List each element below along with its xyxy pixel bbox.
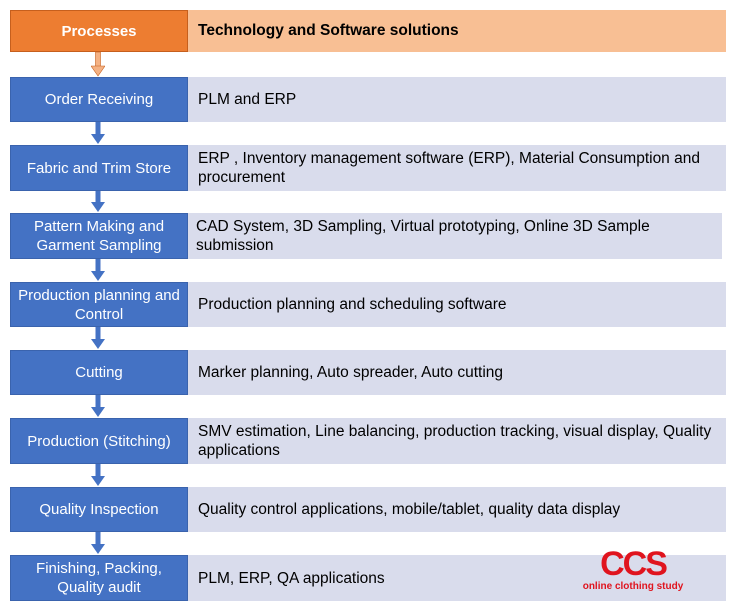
process-fabric-trim-store: Fabric and Trim Store: [10, 145, 188, 191]
flow-arrow-icon: [91, 395, 105, 417]
logo-letters: CCS: [600, 545, 667, 583]
solution-finishing-packing: PLM, ERP, QA applications: [188, 555, 726, 601]
solution-label: SMV estimation, Line balancing, producti…: [198, 423, 712, 459]
process-label: Production (Stitching): [27, 432, 171, 450]
solution-label: PLM, ERP, QA applications: [198, 569, 385, 587]
process-label: Fabric and Trim Store: [26, 159, 172, 177]
solution-production-stitching: SMV estimation, Line balancing, producti…: [188, 418, 726, 464]
process-pattern-making: Pattern Making and Garment Sampling: [10, 213, 188, 259]
process-label: Cutting: [75, 364, 123, 381]
ccs-logo: CCS online clothing study: [583, 545, 684, 592]
flow-arrow-icon: [91, 464, 105, 486]
process-label: Pattern Making and Garment Sampling: [33, 218, 165, 254]
solution-label: Marker planning, Auto spreader, Auto cut…: [198, 364, 504, 381]
process-quality-inspection: Quality Inspection: [10, 487, 188, 532]
flow-arrow-icon: [91, 122, 105, 144]
solution-fabric-trim-store: ERP , Inventory management software (ERP…: [188, 145, 726, 191]
solution-order-receiving: PLM and ERP: [188, 77, 726, 122]
process-order-receiving: Order Receiving: [10, 77, 188, 122]
flow-arrow-icon: [91, 52, 105, 77]
solution-cutting: Marker planning, Auto spreader, Auto cut…: [188, 350, 726, 395]
header-solutions: Technology and Software solutions: [188, 10, 726, 52]
process-cutting: Cutting: [10, 350, 188, 395]
solution-label: ERP , Inventory management software (ERP…: [198, 150, 700, 186]
logo-caption: online clothing study: [583, 581, 684, 592]
solution-quality-inspection: Quality control applications, mobile/tab…: [188, 487, 726, 532]
solution-label: Quality control applications, mobile/tab…: [198, 501, 621, 518]
header-solutions-label: Technology and Software solutions: [198, 22, 459, 39]
flow-arrow-icon: [91, 532, 105, 554]
header-processes: Processes: [10, 10, 188, 52]
flow-arrow-icon: [91, 191, 105, 212]
solution-pattern-making: CAD System, 3D Sampling, Virtual prototy…: [188, 213, 722, 259]
process-production-planning: Production planning and Control: [10, 282, 188, 327]
solution-label: CAD System, 3D Sampling, Virtual prototy…: [196, 218, 650, 254]
flow-arrow-icon: [91, 259, 105, 281]
process-label: Finishing, Packing, Quality audit: [36, 560, 162, 596]
process-label: Order Receiving: [44, 91, 154, 108]
solution-production-planning: Production planning and scheduling softw…: [188, 282, 726, 327]
header-processes-label: Processes: [61, 22, 137, 40]
process-finishing-packing: Finishing, Packing, Quality audit: [10, 555, 188, 601]
process-label: Production planning and Control: [18, 286, 180, 323]
solution-label: PLM and ERP: [198, 91, 297, 108]
process-label: Quality Inspection: [39, 501, 159, 518]
solution-label: Production planning and scheduling softw…: [198, 296, 507, 313]
flow-arrow-icon: [91, 327, 105, 349]
process-production-stitching: Production (Stitching): [10, 418, 188, 464]
